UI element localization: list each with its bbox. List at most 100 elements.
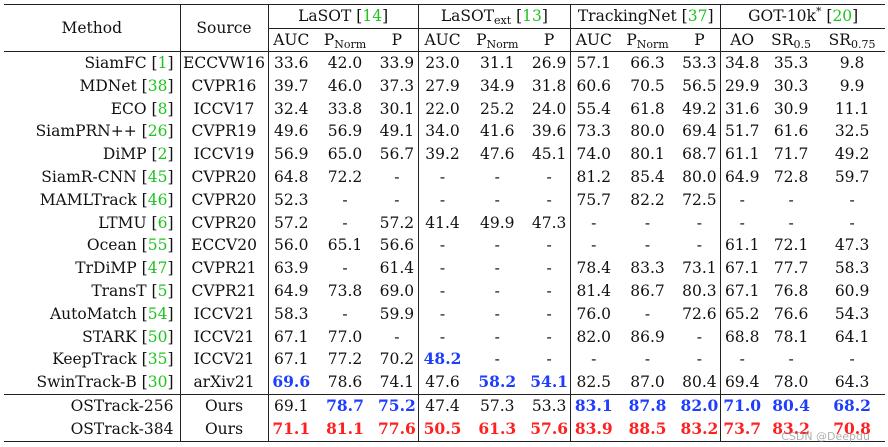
metric-value: - [591, 236, 597, 255]
source-cell: CVPR20 [179, 211, 268, 235]
value-cell: 54.1 [528, 371, 570, 394]
metric-value: - [546, 167, 552, 186]
group-header-0: LaSOT [14] [267, 4, 419, 29]
method-cell: MAMLTrack [46] [39, 190, 174, 209]
value-cell: 34.0 [417, 120, 467, 144]
value-cell: 78.1 [763, 326, 819, 349]
metric-value: 78.0 [773, 373, 809, 392]
metric-value: 31.6 [724, 99, 760, 118]
metric-header: AUC [417, 28, 467, 52]
method-cell: TransT [5] [91, 281, 174, 300]
method-citation: 35 [147, 350, 168, 369]
method-name: OSTrack-384 [70, 419, 174, 438]
value-cell: 58.2 [466, 371, 528, 394]
metric-value: 33.6 [273, 54, 309, 72]
value-cell: 30.3 [763, 75, 819, 98]
value-cell: 67.1 [267, 348, 314, 372]
metric-value: 47.6 [480, 145, 515, 164]
source-cell: CVPR20 [179, 188, 268, 212]
method-citation: 38 [147, 76, 168, 95]
metric-value: 34.0 [425, 122, 460, 141]
method-citation: 46 [147, 190, 168, 209]
metric-value: 69.6 [272, 372, 311, 392]
metric-value: 72.1 [773, 236, 809, 255]
metric-value: - [439, 304, 446, 323]
metric-value: 55.4 [576, 99, 612, 118]
header-row-groups: Method Source LaSOT [14] LaSOText [13] Track… [4, 4, 886, 52]
table-row: OSTrack-256 Ours 69.1 78.7 75.2 47.4 57.3 53.3 8… [4, 393, 886, 418]
value-cell: 33.8 [314, 98, 376, 121]
source-name: ECCV20 [191, 236, 257, 255]
table-row: ECO [8] ICCV17 32.4 33.8 30.1 22.0 25.2 24.0 55.… [4, 97, 885, 121]
source-cell: Ours [179, 393, 268, 418]
value-cell: 48.2 [417, 348, 467, 372]
metric-value: 37.3 [379, 76, 415, 95]
value-cell: 58.3 [819, 257, 885, 280]
metric-value: 61.8 [630, 99, 665, 118]
value-cell: 85.4 [617, 166, 679, 189]
value-cell: 81.2 [570, 165, 617, 189]
metric-value: 49.2 [682, 99, 717, 118]
metric-value: 83.9 [574, 418, 613, 438]
metric-value: 83.3 [630, 259, 665, 278]
value-cell: - [466, 257, 528, 280]
metric-header: P [678, 28, 721, 52]
metric-value: 59.7 [834, 167, 870, 186]
value-cell: 80.0 [679, 166, 721, 189]
source-cell: ICCV21 [179, 302, 268, 326]
metric-value: - [849, 213, 855, 232]
metric-value: 47.4 [425, 396, 460, 415]
metric-name: SR [828, 31, 851, 49]
metric-value: 65.2 [724, 304, 760, 323]
metric-value: 9.9 [839, 76, 865, 95]
value-cell: 81.4 [570, 279, 617, 303]
value-cell: 23.0 [417, 51, 467, 75]
value-cell: - [466, 234, 528, 257]
source-cell: CVPR21 [179, 279, 268, 303]
value-cell: 77.2 [314, 348, 376, 371]
metric-subscript: 0.75 [850, 38, 876, 51]
source-cell: Ours [179, 417, 268, 442]
source-name: CVPR20 [191, 190, 257, 209]
value-cell: 67.1 [720, 257, 764, 280]
value-cell: - [679, 212, 721, 235]
metric-value: 39.2 [425, 145, 460, 164]
method-cell: SiamR-CNN [45] [41, 167, 174, 186]
metric-value: 71.1 [272, 418, 311, 438]
metric-value: - [494, 190, 500, 209]
value-cell: 33.6 [267, 51, 314, 75]
metric-value: - [494, 281, 500, 300]
method-citation: 47 [147, 259, 168, 278]
metric-value: 35.3 [773, 54, 809, 72]
metric-value: 26.9 [531, 54, 567, 72]
metric-value: 80.1 [630, 145, 665, 164]
metric-value: 70.2 [379, 350, 415, 369]
value-cell: 87.0 [617, 371, 679, 394]
value-cell: - [376, 189, 418, 212]
metric-value: - [494, 259, 500, 278]
value-cell: 52.3 [267, 188, 314, 212]
method-cell: KeepTrack [35] [52, 350, 174, 369]
metric-name: P [323, 31, 335, 49]
value-cell: 56.6 [376, 234, 418, 257]
metric-value: - [591, 213, 597, 232]
metric-value: 69.0 [379, 281, 415, 300]
value-cell: 68.2 [819, 393, 886, 418]
method-cell: Ocean [55] [86, 236, 174, 255]
metric-value: 61.6 [773, 122, 809, 141]
value-cell: - [417, 279, 467, 303]
source-name: ICCV19 [193, 145, 255, 164]
value-cell: 67.1 [267, 325, 314, 349]
value-cell: 61.6 [763, 120, 819, 143]
metric-value: - [696, 236, 703, 255]
value-cell: 80.0 [617, 120, 679, 143]
metric-value: 54.3 [834, 304, 870, 323]
value-cell: 75.7 [570, 188, 617, 212]
metric-value: - [546, 350, 552, 369]
metric-value: 56.6 [379, 236, 415, 255]
source-cell: ICCV21 [179, 348, 268, 372]
metric-value: 39.7 [273, 76, 309, 95]
value-cell: 61.1 [720, 234, 764, 258]
value-cell: 57.6 [528, 417, 571, 442]
value-cell: 56.5 [679, 75, 721, 98]
